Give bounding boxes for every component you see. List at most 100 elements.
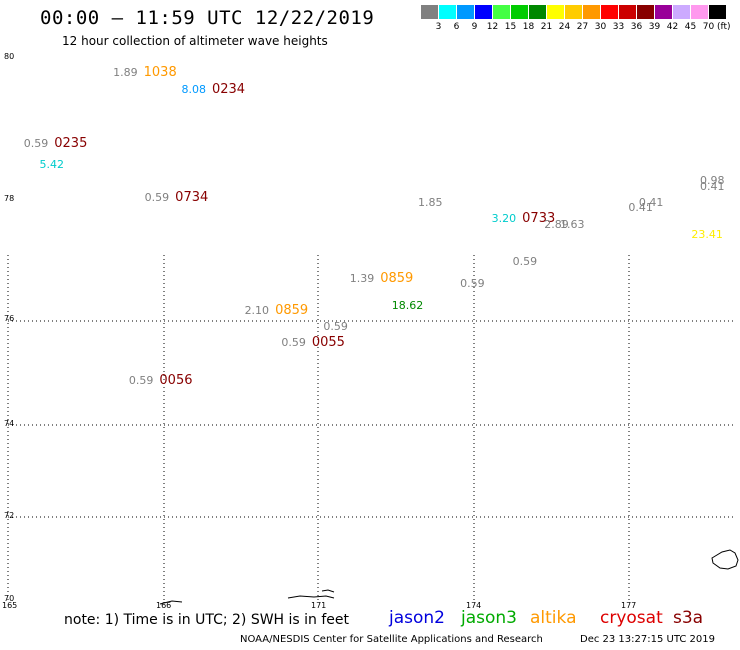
pass-time: 0733 [522,211,556,227]
wave-observation: 18.62 [392,296,424,312]
wave-observation: 2.10 0859 [245,301,309,317]
wave-observation: 0.59 0056 [129,371,193,387]
colorbar-label: 12 [486,22,499,32]
colorbar-swatch [421,5,438,19]
wave-height-value: 2.10 [244,304,270,317]
colorbar-label: 70 [702,22,715,32]
wave-height-value: 1.89 [113,66,138,80]
pass-time: 1038 [143,65,177,81]
wave-observation: 0.59 0055 [281,333,345,349]
colorbar-swatch [655,5,672,19]
longitude-label: 165 [2,601,18,610]
satellite-legend-altika: altika [530,608,577,628]
wave-height-value: 0.41 [700,179,725,193]
coastline-south-3 [321,589,335,593]
pass-time: 0056 [159,373,193,389]
wave-observation: 0.41 [628,198,653,214]
satellite-legend-s3a: s3a [673,608,704,628]
pass-time: 0234 [211,81,246,97]
wave-height-value: 0.59 [281,336,306,350]
colorbar-swatch [475,5,492,19]
wave-height-value: 0.98 [700,174,725,188]
latitude-label: 76 [4,314,15,323]
colorbar-swatch [565,5,582,19]
pass-time: 0235 [54,135,88,151]
coastline-east [711,549,739,570]
longitude-label: 171 [311,601,327,610]
colorbar-label: 15 [504,22,517,32]
colorbar-swatch [493,5,510,19]
coastline-south-2 [287,595,335,599]
wave-observation: 1.39 0859 [350,269,414,285]
colorbar-swatch [637,5,654,19]
colorbar-swatch [583,5,600,19]
wave-height-value: 0.41 [638,196,664,209]
coastline-south-1 [159,600,183,605]
colorbar-label: 33 [612,22,625,32]
satellite-legend-jason2: jason2 [389,608,445,628]
wave-height-value: 0.59 [460,277,485,290]
wave-height-value: 3.20 [491,212,517,226]
colorbar-swatch [547,5,564,19]
wave-height-value: 0.59 [144,190,170,204]
colorbar-label: 24 [558,22,571,32]
wave-observation: 0.59 0235 [24,134,88,150]
wave-observation: 2.89 [544,215,569,231]
wave-height-value: 0.59 [323,320,348,334]
colorbar-label: 3 [435,22,442,32]
wave-observation: 23.41 [691,225,723,241]
wave-observation: 0.59 [323,317,348,333]
colorbar-swatch [691,5,708,19]
wave-observation: 3.20 0733 [492,209,556,225]
latitude-label: 74 [4,419,15,428]
colorbar-label: 21 [540,22,553,32]
longitude-label: 166 [156,601,172,610]
wave-observation: 8.08 0234 [181,80,245,96]
wave-observation: 1.63 [560,215,585,231]
colorbar-label: 45 [684,22,697,32]
latitude-label: 72 [4,511,15,520]
colorbar-unit: (ft) [717,22,731,32]
wave-height-value: 0.59 [512,255,538,269]
colorbar-swatch [673,5,690,19]
colorbar-label: 30 [594,22,607,32]
generation-timestamp: Dec 23 13:27:15 UTC 2019 [580,634,715,645]
wave-observation: 0.41 [700,177,725,193]
wave-height-value: 2.89 [544,217,569,231]
colorbar-swatch [529,5,546,19]
wave-height-value: 18.62 [391,298,424,312]
colorbar-label: 6 [453,22,460,32]
map-title: 00:00 — 11:59 UTC 12/22/2019 [40,7,375,29]
pass-time: 0859 [275,303,309,318]
pass-time: 0859 [380,270,414,286]
pass-time: 0734 [175,189,209,205]
latitude-label: 70 [4,594,15,603]
wave-height-value: 0.59 [128,374,154,388]
wave-observation: 1.89 1038 [113,63,177,79]
longitude-label: 174 [466,601,482,610]
colorbar-swatch [439,5,456,19]
colorbar-label: 9 [471,22,478,32]
wave-height-value: 23.41 [691,228,723,242]
colorbar-swatch [601,5,618,19]
wave-height-value: 8.08 [181,82,206,96]
satellite-legend-jason3: jason3 [461,608,517,628]
wave-height-value: 0.41 [628,201,653,215]
wave-height-value: 1.63 [560,217,585,231]
pass-time: 0055 [311,335,345,351]
colorbar-swatch [619,5,636,19]
wave-observation: 0.41 [639,193,664,209]
wave-observation: 0.59 [460,274,485,290]
colorbar-label: 39 [648,22,661,32]
colorbar-label: 18 [522,22,535,32]
wave-observation: 1.85 [418,193,443,209]
wave-height-value: 1.39 [349,271,375,285]
map-subtitle: 12 hour collection of altimeter wave hei… [62,34,328,48]
longitude-label: 177 [621,601,637,610]
wave-observation: 0.59 0734 [145,188,209,204]
wave-observation: 0.59 [513,252,538,268]
latitude-label: 80 [4,52,15,61]
colorbar-swatch [457,5,474,19]
